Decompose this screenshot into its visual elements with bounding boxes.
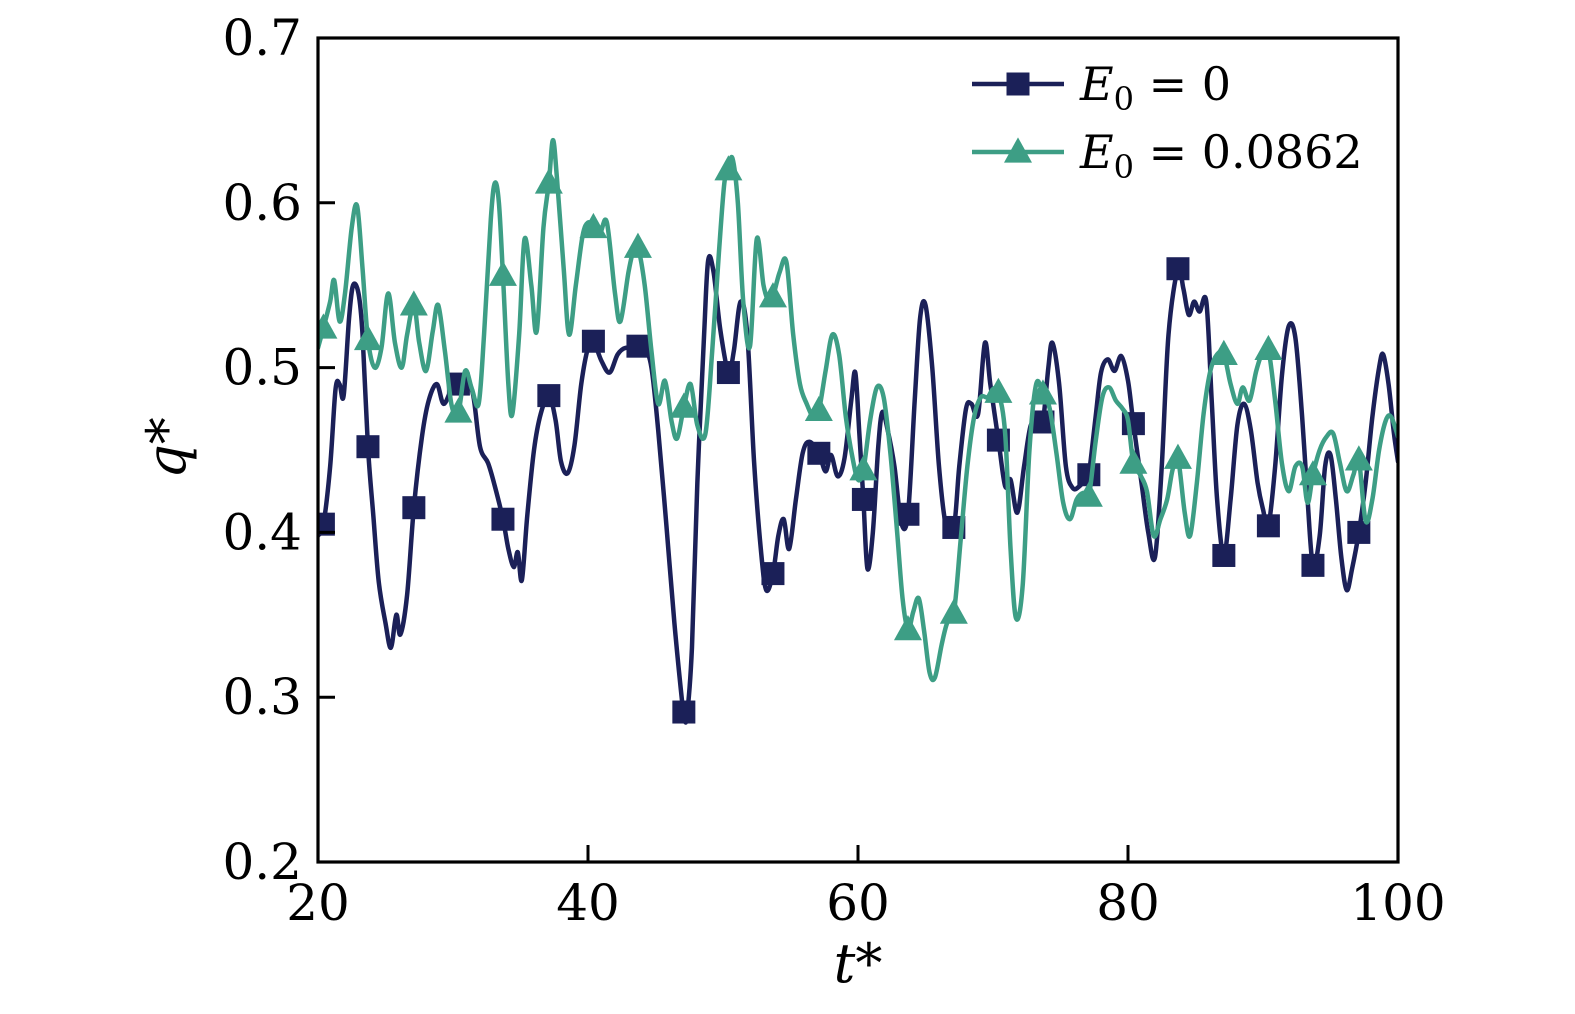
y-axis-label: q* (135, 417, 198, 479)
y-tick-label: 0.6 (222, 174, 302, 232)
triangle-marker (1119, 448, 1148, 474)
triangle-marker (318, 313, 338, 339)
square-marker (491, 507, 515, 531)
triangle-marker (669, 392, 698, 418)
axes-layer: 20 40 60 80 100 0.2 0.3 0.4 0.5 0.6 0.7 (222, 9, 1445, 932)
x-tick-label: 40 (556, 874, 620, 932)
y-tick-label: 0.5 (222, 339, 302, 397)
square-marker (672, 700, 696, 724)
triangle-marker (1298, 460, 1327, 486)
y-tick-label: 0.3 (222, 668, 302, 726)
triangle-marker (804, 395, 833, 422)
square-marker (807, 441, 831, 465)
series-1 (318, 137, 1398, 683)
y-tick-label: 0.4 (222, 503, 302, 561)
triangle-marker (1254, 334, 1283, 361)
square-marker (626, 334, 650, 358)
y-tick-label: 0.2 (222, 833, 302, 891)
square-marker (1301, 553, 1325, 577)
triangle-marker (893, 615, 922, 641)
square-marker (1166, 257, 1190, 281)
series-layer (318, 137, 1398, 725)
square-marker (716, 361, 740, 385)
square-marker (851, 487, 875, 511)
triangle-marker (488, 260, 517, 286)
triangle-marker (534, 168, 563, 194)
triangle-marker (1209, 339, 1238, 365)
square-marker (318, 512, 335, 536)
square-marker (356, 435, 380, 459)
triangle-marker (1028, 379, 1057, 405)
square-marker (1031, 410, 1055, 434)
x-tick-label: 100 (1350, 874, 1445, 932)
square-marker (761, 562, 785, 586)
legend: E0 = 0 E0 = 0.0862 (972, 57, 1363, 186)
series-markers-1 (318, 155, 1373, 641)
legend-label: E0 = 0 (1079, 57, 1231, 118)
square-marker (896, 502, 920, 526)
triangle-marker (939, 598, 968, 624)
y-tick-label: 0.7 (222, 9, 302, 67)
square-marker (1347, 520, 1371, 544)
legend-label: E0 = 0.0862 (1079, 125, 1363, 186)
square-marker (1256, 514, 1280, 538)
triangle-marker (579, 212, 608, 239)
legend-item-0: E0 = 0 (972, 57, 1231, 118)
triangle-marker (849, 455, 878, 481)
x-tick-label: 80 (1096, 874, 1160, 932)
triangle-marker (623, 232, 652, 258)
legend-item-1: E0 = 0.0862 (972, 125, 1363, 186)
triangle-marker (984, 377, 1013, 403)
triangle-marker (1344, 445, 1373, 471)
y-axis-ticks: 0.2 0.3 0.4 0.5 0.6 0.7 (222, 9, 335, 891)
square-marker (402, 496, 426, 520)
triangle-marker (714, 155, 743, 181)
x-axis-label: t* (834, 932, 883, 995)
x-axis-ticks: 20 40 60 80 100 (286, 845, 1446, 932)
square-marker (1212, 543, 1236, 567)
series-0 (318, 254, 1398, 725)
triangle-marker (353, 324, 382, 351)
series-markers-0 (318, 257, 1371, 724)
square-marker (581, 329, 605, 353)
triangle-marker (444, 397, 473, 423)
legend-triangle-marker (1004, 137, 1032, 163)
square-marker (537, 384, 561, 408)
x-tick-label: 60 (826, 874, 890, 932)
triangle-marker (399, 290, 428, 316)
x-tick-label: 20 (286, 874, 350, 932)
series-line-1 (318, 137, 1398, 683)
series-line-0 (318, 254, 1398, 725)
legend-square-marker (1006, 72, 1030, 96)
triangle-marker (1074, 481, 1103, 507)
triangle-marker (758, 282, 787, 308)
triangle-marker (1163, 443, 1192, 469)
